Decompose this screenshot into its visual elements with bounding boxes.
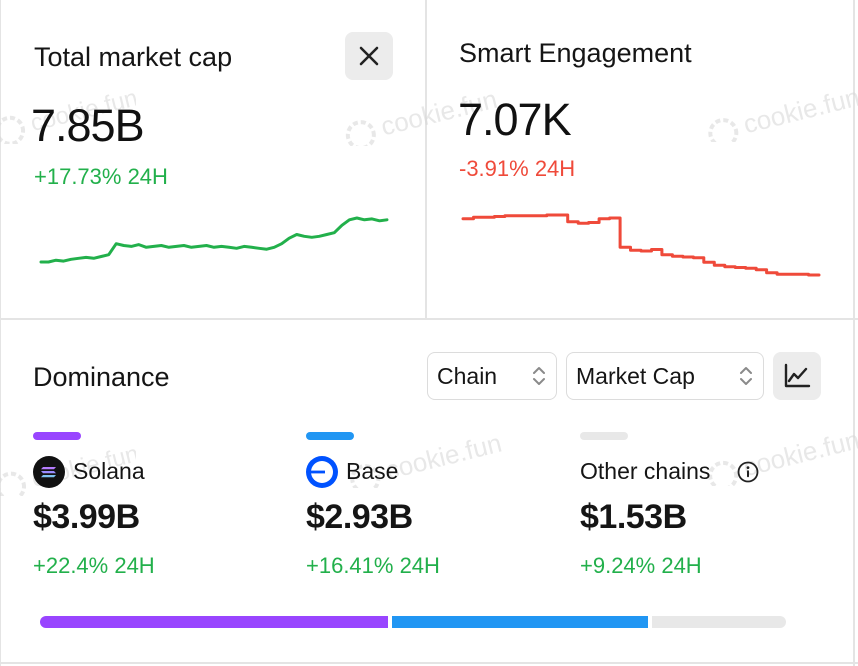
dominance-segment-base — [392, 616, 649, 628]
divider-left — [0, 0, 1, 666]
cookie-logo-icon: cookie.fun — [708, 424, 858, 491]
close-button[interactable] — [345, 32, 393, 80]
smart-engagement-sparkline — [461, 213, 821, 277]
divider-vertical — [425, 0, 427, 320]
divider-horizontal — [0, 318, 858, 320]
chain-select[interactable]: Chain — [427, 352, 557, 400]
chain-change-base: +16.41% 24H — [306, 553, 440, 578]
line-chart-icon — [784, 363, 811, 388]
divider-right — [853, 0, 855, 666]
solana-icon — [33, 456, 65, 488]
metric-select[interactable]: Market Cap — [566, 352, 764, 400]
chain-select-value: Chain — [437, 362, 498, 389]
market-cap-sparkline-line — [39, 216, 389, 264]
chain-value-base: $2.93B — [306, 498, 413, 536]
chain-value-solana: $3.99B — [33, 498, 140, 536]
metric-select-value: Market Cap — [576, 362, 695, 389]
close-icon — [359, 46, 379, 66]
base-swatch — [306, 432, 354, 440]
other-chains-swatch — [580, 432, 628, 440]
smart-engagement-value: 7.07K — [458, 94, 572, 145]
watermark-text: cookie.fun — [740, 82, 858, 139]
market-cap-sparkline — [39, 216, 389, 264]
chart-toggle-button[interactable] — [773, 352, 821, 400]
solana-swatch — [33, 432, 81, 440]
chain-value-other: $1.53B — [580, 498, 687, 536]
market-cap-change: +17.73% 24H — [34, 164, 168, 189]
dominance-bar — [40, 616, 786, 628]
watermark-text: cookie.fun — [382, 428, 504, 485]
smart-engagement-change: -3.91% 24H — [459, 156, 576, 181]
base-icon — [306, 456, 338, 488]
chain-change-other: +9.24% 24H — [580, 553, 702, 578]
chevron-up-down-icon — [533, 367, 545, 385]
dominance-segment-solana — [40, 616, 389, 628]
watermark: cookie.fun — [698, 82, 858, 149]
info-icon[interactable] — [737, 461, 759, 483]
dominance-segment-other — [652, 616, 786, 628]
market-cap-value: 7.85B — [31, 100, 145, 151]
cookie-logo-icon: cookie.fun — [708, 82, 858, 149]
chain-name-base: Base — [346, 458, 399, 484]
smart-engagement-sparkline-line — [461, 213, 821, 277]
smart-engagement-title: Smart Engagement — [459, 38, 692, 68]
chain-change-solana: +22.4% 24H — [33, 553, 155, 578]
chain-name-solana: Solana — [73, 458, 145, 484]
chevron-up-down-icon — [740, 367, 752, 385]
chain-name-other: Other chains — [580, 458, 711, 484]
watermark: cookie.fun — [698, 424, 858, 491]
divider-bottom — [0, 662, 858, 664]
market-cap-title: Total market cap — [34, 42, 233, 72]
dominance-title: Dominance — [33, 362, 170, 392]
